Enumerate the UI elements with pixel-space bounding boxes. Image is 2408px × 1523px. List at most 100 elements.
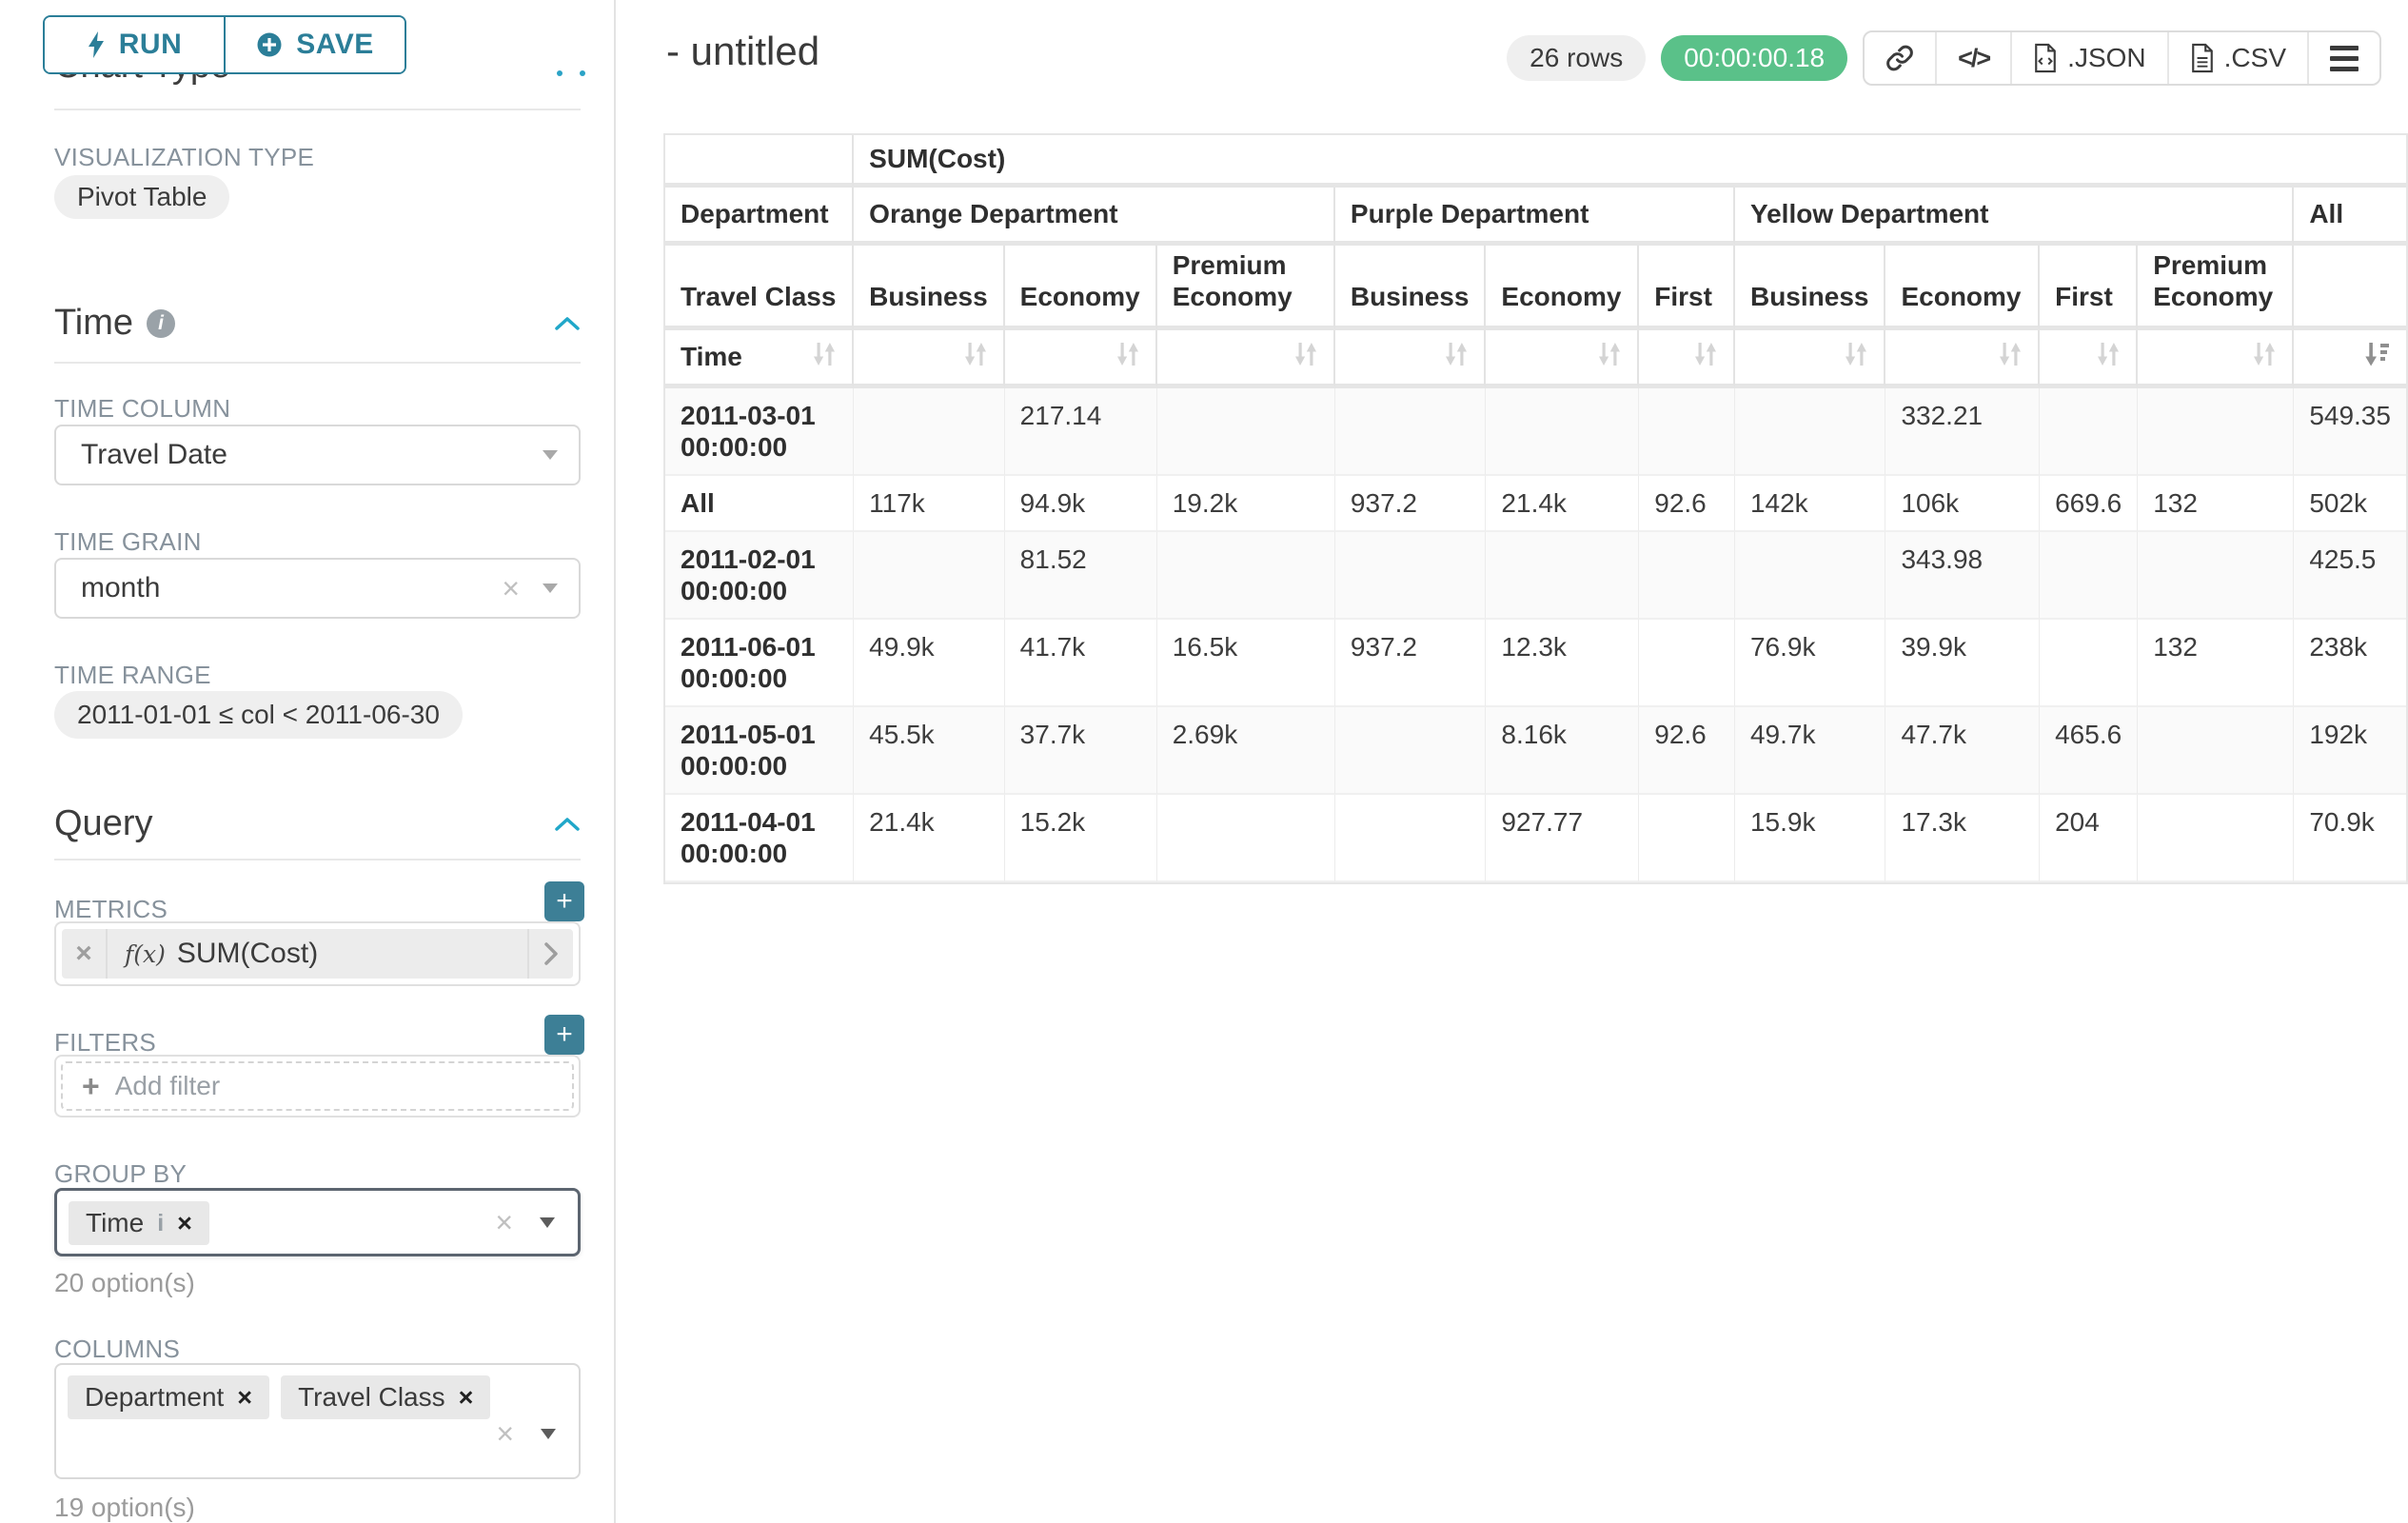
- query-section-heading[interactable]: Query: [54, 803, 152, 844]
- expand-metric-chevron-icon[interactable]: [527, 929, 573, 979]
- add-filter-button[interactable]: +: [544, 1015, 584, 1055]
- plus-circle-icon: [256, 31, 283, 58]
- add-metric-button[interactable]: +: [544, 881, 584, 921]
- sort-header[interactable]: [2138, 330, 2294, 388]
- pivot-value-cell: 343.98: [1885, 532, 2040, 620]
- group-by-select[interactable]: Timei× ×: [54, 1188, 581, 1256]
- visualization-type-pill[interactable]: Pivot Table: [54, 175, 229, 219]
- csv-file-icon: [2190, 43, 2215, 73]
- pivot-value-cell: [1639, 620, 1735, 707]
- sort-icon: [2096, 340, 2121, 375]
- time-column-select[interactable]: Travel Date: [54, 425, 581, 485]
- metric-header-cell: SUM(Cost): [854, 135, 2406, 188]
- remove-pill-icon[interactable]: ×: [177, 1209, 192, 1238]
- plus-icon: +: [82, 1069, 100, 1104]
- time-range-pill[interactable]: 2011-01-01 ≤ col < 2011-06-30: [54, 691, 463, 739]
- chart-title[interactable]: - untitled: [666, 29, 819, 74]
- remove-pill-icon[interactable]: ×: [237, 1383, 252, 1413]
- travel-class-header: Business: [854, 246, 1005, 330]
- time-grain-select[interactable]: month ×: [54, 558, 581, 619]
- pivot-value-cell: 45.5k: [854, 707, 1005, 795]
- sort-header[interactable]: [1486, 330, 1639, 388]
- metric-pill[interactable]: × f(x) SUM(Cost): [62, 929, 573, 979]
- pivot-value-cell: 17.3k: [1885, 795, 2040, 882]
- columns-select[interactable]: Department× Travel Class × ×: [54, 1363, 581, 1479]
- pivot-value-cell: 15.9k: [1735, 795, 1886, 882]
- sort-header[interactable]: [1639, 330, 1735, 388]
- lightning-bolt-icon: [87, 30, 106, 59]
- sort-header[interactable]: [1885, 330, 2040, 388]
- pivot-value-cell: 76.9k: [1735, 620, 1886, 707]
- pivot-value-cell: [1639, 795, 1735, 882]
- pivot-value-cell: 94.9k: [1005, 476, 1157, 532]
- selected-value-pill[interactable]: Department×: [68, 1375, 269, 1419]
- clear-icon[interactable]: ×: [496, 1418, 514, 1449]
- sort-header[interactable]: [1157, 330, 1335, 388]
- remove-metric-icon[interactable]: ×: [62, 929, 108, 979]
- sort-header[interactable]: [1735, 330, 1886, 388]
- pivot-value-cell: [2138, 795, 2294, 882]
- code-icon: </>: [1958, 44, 1989, 73]
- pivot-value-cell: 37.7k: [1005, 707, 1157, 795]
- column-dimension-label: Travel Class: [665, 246, 854, 330]
- row-dimension-sort-header[interactable]: Time: [665, 330, 854, 388]
- pivot-value-cell: 465.6: [2040, 707, 2138, 795]
- sort-header-active-descending[interactable]: [2294, 330, 2406, 388]
- export-csv-button[interactable]: .CSV: [2167, 32, 2307, 84]
- row-label-cell: 2011-05-01 00:00:00: [665, 707, 854, 795]
- pivot-value-cell: 332.21: [1885, 388, 2040, 476]
- selected-value-pill[interactable]: Travel Class ×: [281, 1375, 490, 1419]
- sort-header[interactable]: [1335, 330, 1487, 388]
- time-section-title: Time: [54, 303, 133, 344]
- remove-pill-icon[interactable]: ×: [459, 1383, 474, 1413]
- dropdown-caret-icon: [540, 1217, 555, 1228]
- pivot-value-cell: 16.5k: [1157, 620, 1335, 707]
- pivot-value-cell: 41.7k: [1005, 620, 1157, 707]
- save-button[interactable]: SAVE: [226, 17, 405, 72]
- run-button[interactable]: RUN: [45, 17, 226, 72]
- pivot-table: SUM(Cost)DepartmentOrange DepartmentPurp…: [663, 133, 2408, 884]
- pivot-value-cell: [2138, 532, 2294, 620]
- time-column-label: TIME COLUMN: [54, 394, 230, 424]
- clear-icon[interactable]: ×: [495, 1207, 513, 1237]
- section-divider: [54, 362, 581, 364]
- pill-label: Travel Class: [298, 1382, 445, 1413]
- control-panel-sidebar: Chart Type RUN SAVE VISUALIZATION TYPE P…: [0, 0, 614, 1523]
- more-options-button[interactable]: [2307, 32, 2379, 84]
- share-link-button[interactable]: [1865, 32, 1935, 84]
- sort-header[interactable]: [854, 330, 1005, 388]
- pivot-value-cell: [1735, 388, 1886, 476]
- info-icon: i: [147, 309, 175, 338]
- pivot-value-cell: 106k: [1885, 476, 2040, 532]
- pivot-value-cell: 549.35: [2294, 388, 2406, 476]
- department-group-header: All: [2294, 188, 2406, 246]
- time-collapse-chevron-icon[interactable]: [554, 316, 581, 336]
- pivot-value-cell: 15.2k: [1005, 795, 1157, 882]
- time-section-heading[interactable]: Time i: [54, 303, 175, 344]
- pivot-value-cell: 39.9k: [1885, 620, 2040, 707]
- pivot-value-cell: 238k: [2294, 620, 2406, 707]
- pivot-value-cell: [1639, 388, 1735, 476]
- pivot-value-cell: 937.2: [1335, 620, 1487, 707]
- query-collapse-chevron-icon[interactable]: [554, 817, 581, 837]
- sort-header[interactable]: [2040, 330, 2138, 388]
- pivot-value-cell: [1335, 388, 1487, 476]
- metric-name: SUM(Cost): [177, 938, 318, 970]
- pivot-value-cell: 92.6: [1639, 707, 1735, 795]
- table-row: 2011-03-01 00:00:00217.14332.21549.35: [665, 388, 2406, 476]
- pivot-value-cell: 502k: [2294, 476, 2406, 532]
- view-query-button[interactable]: </>: [1935, 32, 2010, 84]
- pivot-value-cell: 937.2: [1335, 476, 1487, 532]
- dropdown-caret-icon: [541, 1429, 556, 1439]
- sort-icon: [1444, 340, 1469, 375]
- dropdown-caret-icon: [543, 450, 558, 460]
- travel-class-header: Economy: [1005, 246, 1157, 330]
- sort-header[interactable]: [1005, 330, 1157, 388]
- export-json-button[interactable]: .JSON: [2010, 32, 2166, 84]
- clear-icon[interactable]: ×: [502, 573, 520, 603]
- table-row: 2011-05-01 00:00:0045.5k37.7k2.69k8.16k9…: [665, 707, 2406, 795]
- pivot-value-cell: 117k: [854, 476, 1005, 532]
- add-filter-dropzone[interactable]: + Add filter: [61, 1061, 574, 1111]
- pivot-value-cell: 49.7k: [1735, 707, 1886, 795]
- selected-value-pill[interactable]: Timei×: [69, 1201, 209, 1245]
